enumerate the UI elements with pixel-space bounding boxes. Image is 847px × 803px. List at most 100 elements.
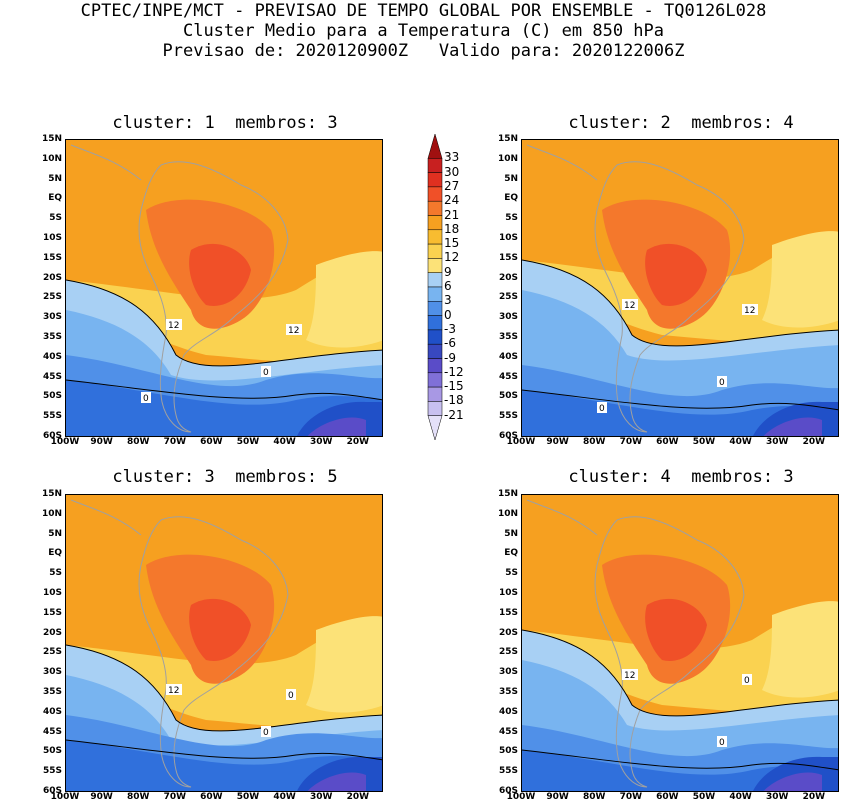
lon-tick-label: 30W [309,437,333,447]
lon-tick-label: 100W [50,437,80,447]
lat-tick-label: 15S [42,252,62,263]
lat-tick-label: 10S [498,588,518,598]
contour-label: 12 [168,686,179,696]
lat-tick-label: 15N [41,489,62,499]
lat-tick-label: 45S [498,371,518,382]
header-line-3: Previsao de: 2020120900Z Valido para: 20… [162,41,685,61]
lat-tick-label: 5S [49,213,62,224]
contour-0 [66,739,382,761]
colorbar-label: 30 [444,164,460,179]
lon-tick-label: 60W [200,792,223,802]
lon-tick-label: 30W [309,792,333,802]
south-america-coastline [594,161,745,433]
colorbar-label: -3 [444,321,456,336]
lat-tick-label: 10S [42,233,62,243]
lat-tick-label: 50S [498,391,518,402]
panel-2-title: cluster: 2 membros: 4 [568,113,794,133]
south-america-coastline [138,516,289,788]
colorbar-swatch [427,186,443,202]
lat-tick-label: 45S [498,726,518,737]
colorbar-swatch [427,301,443,316]
contour-label: 0 [719,738,725,748]
lon-tick-label: 90W [546,437,569,447]
colorbar [427,134,443,440]
field-band-24 [645,598,707,661]
field-band-9 [762,601,838,698]
lat-tick-label: 50S [42,391,62,402]
lat-tick-label: 35S [498,332,518,342]
colorbar-swatch [427,343,443,359]
central-america-coastline [526,144,598,181]
contour-label: 12 [624,671,635,681]
lat-tick-label: 30S [498,312,518,323]
lon-tick-label: 20W [346,792,370,802]
contour-label: 0 [288,691,294,701]
lat-tick-label: 55S [42,411,62,422]
south-america-coastline [594,516,745,788]
lat-tick-label: 10N [41,153,62,164]
contour-12 [522,259,838,347]
colorbar-label: 12 [444,250,460,265]
lat-tick-label: 15S [498,252,518,263]
lat-tick-label: 15S [498,607,518,618]
lon-tick-label: 90W [546,792,569,802]
contour-label: 0 [599,404,605,414]
lat-tick-label: 55S [498,766,518,777]
colorbar-swatch [427,415,443,440]
colorbar-label: -12 [444,364,464,379]
colorbar-swatch [427,272,443,288]
lon-tick-label: 50W [236,437,260,447]
field-band-minus3 [522,750,838,791]
lat-tick-label: 5S [505,568,518,579]
colorbar-label: 15 [444,236,460,251]
panel-4-title: cluster: 4 membros: 3 [568,467,794,487]
contour-label-bg [742,674,752,685]
field-band-minus9 [763,772,822,791]
lon-tick-label: 80W [126,792,150,802]
lat-tick-label: 50S [42,746,62,757]
lat-tick-label: 5N [48,173,62,184]
colorbar-swatch [427,229,443,245]
lat-tick-label: 10S [42,588,62,598]
colorbar-label: -9 [444,350,456,365]
field-band-minus3 [522,390,838,436]
colorbar-label: 18 [444,221,460,236]
colorbar-label: -18 [444,393,464,408]
central-america-coastline [526,499,598,536]
contour-label-bg [261,366,271,377]
lon-tick-label: 50W [236,792,260,802]
field-band-minus9 [307,772,366,791]
lat-tick-label: 20S [42,272,62,283]
field-band-9 [762,231,838,328]
lat-tick-label: 50S [498,746,518,757]
lat-tick-label: 40S [42,351,62,362]
colorbar-swatch [427,372,443,388]
colorbar-label: 9 [444,264,452,279]
lon-tick-label: 60W [200,437,223,447]
field-band-minus9 [307,417,366,436]
colorbar-label: 6 [444,279,452,293]
colorbar-swatch [427,329,443,345]
lat-tick-label: 30S [42,312,62,323]
panel-3-title: cluster: 3 membros: 5 [112,467,338,487]
lat-tick-label: 35S [42,332,62,342]
contour-label-bg [622,669,638,680]
colorbar-label: 27 [444,178,460,193]
contour-label: 0 [263,368,269,378]
lat-tick-label: 15N [497,134,518,144]
colorbar-swatch [427,200,443,216]
lat-tick-label: 25S [42,647,62,658]
colorbar-label: -6 [444,336,456,351]
field-band-24 [645,243,707,306]
contour-label: 12 [168,321,179,331]
contour-label: 12 [288,326,299,336]
lat-tick-label: EQ [48,548,62,559]
lat-tick-label: 5S [505,213,518,224]
contour-label-bg [261,726,271,737]
lat-tick-label: 40S [42,706,62,717]
lat-tick-label: 25S [42,292,62,303]
lat-tick-label: 55S [42,766,62,777]
lon-tick-label: 60W [656,792,679,802]
lon-tick-label: 20W [802,437,826,447]
colorbar-swatch [427,243,443,259]
